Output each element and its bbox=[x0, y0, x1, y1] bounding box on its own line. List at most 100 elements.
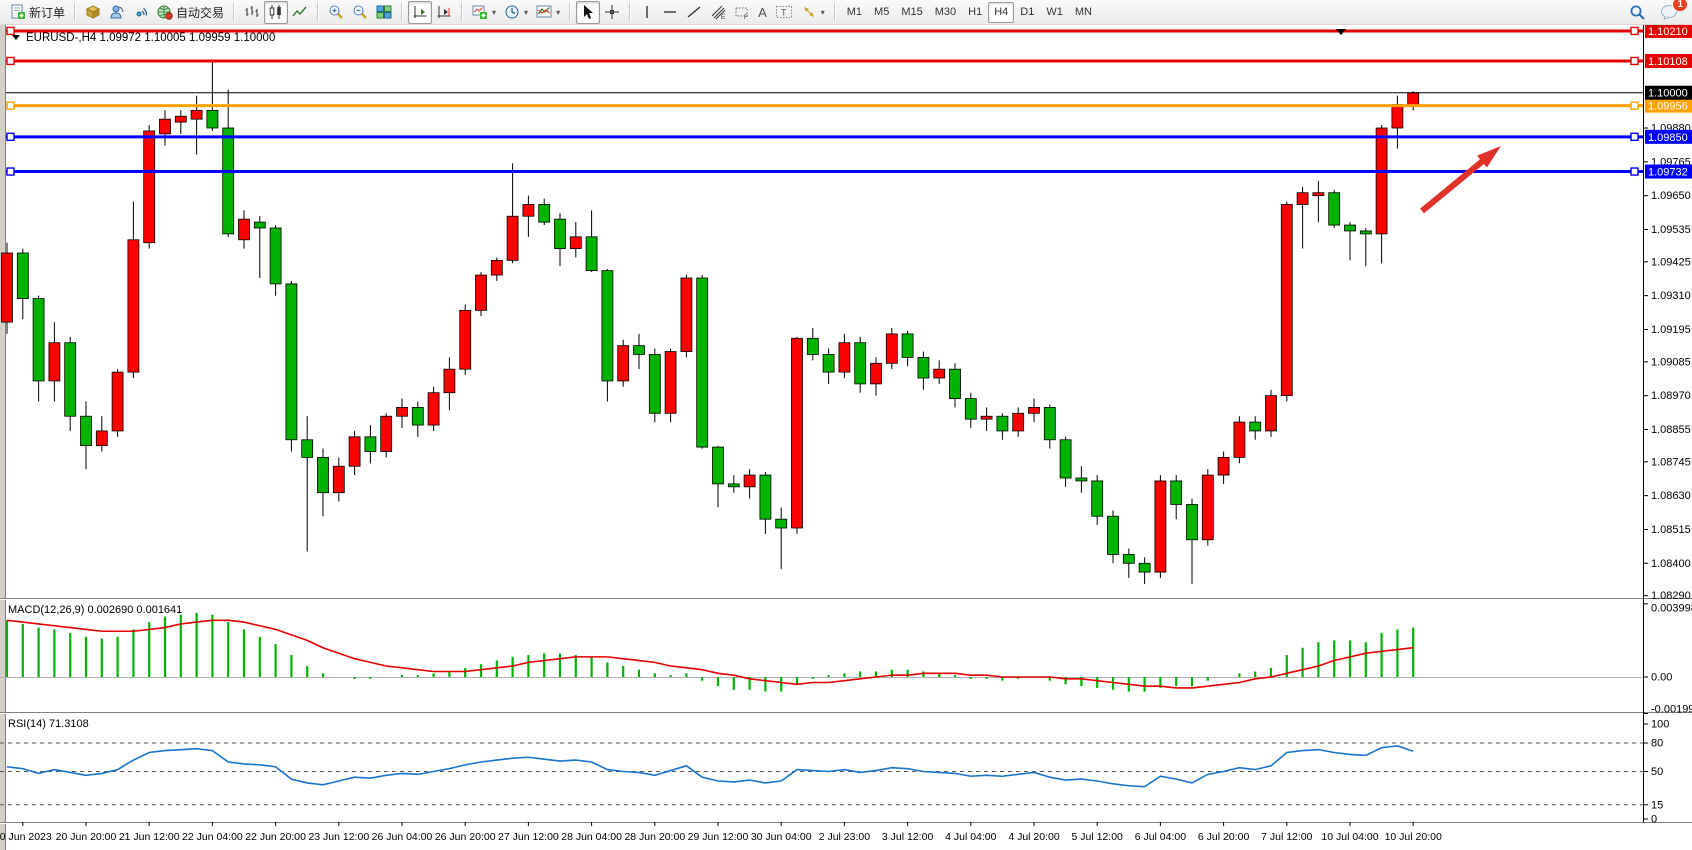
current-price-label-box bbox=[1645, 85, 1692, 100]
signal-button[interactable] bbox=[129, 1, 153, 24]
candle-body bbox=[364, 436, 377, 452]
line-handle[interactable] bbox=[6, 26, 15, 36]
trendline-tool-button[interactable] bbox=[682, 1, 706, 24]
candle bbox=[1328, 189, 1341, 229]
new-order-button[interactable]: 新订单 bbox=[6, 1, 69, 24]
price-chart[interactable]: 1.098801.097651.096501.095351.094251.093… bbox=[0, 25, 1692, 850]
profiles-button[interactable] bbox=[81, 1, 105, 24]
trendline-icon bbox=[687, 6, 701, 18]
candle bbox=[1233, 416, 1246, 464]
candle-body bbox=[1138, 562, 1151, 573]
price-tick-label: 1.08400 bbox=[1651, 558, 1691, 570]
candle-body bbox=[964, 398, 977, 420]
horizontal-line-tool-button[interactable] bbox=[658, 1, 682, 24]
toolbar-separator bbox=[569, 3, 572, 21]
line-handle[interactable] bbox=[1630, 167, 1639, 176]
fibonacci-tool-button[interactable]: E bbox=[706, 1, 730, 24]
toolbar-separator bbox=[401, 3, 404, 21]
line-handle[interactable] bbox=[6, 167, 15, 176]
line-chart-button[interactable] bbox=[288, 1, 312, 24]
text-tool-button[interactable]: A bbox=[754, 1, 771, 24]
line-handle[interactable] bbox=[1630, 101, 1639, 110]
timeframe-d1-button[interactable]: D1 bbox=[1020, 5, 1035, 18]
candle bbox=[933, 360, 946, 384]
annotation-arrow-head[interactable] bbox=[1477, 146, 1501, 168]
candle-body bbox=[238, 218, 250, 241]
candle bbox=[648, 348, 661, 423]
candle bbox=[16, 248, 29, 320]
timeframe-m5-button[interactable]: M5 bbox=[874, 5, 890, 18]
bar-chart-button[interactable] bbox=[240, 1, 264, 24]
crosshair-tool-button[interactable] bbox=[600, 1, 624, 24]
toolbar-separator bbox=[461, 3, 464, 21]
search-button[interactable] bbox=[1625, 1, 1650, 24]
line-handle[interactable] bbox=[6, 101, 15, 110]
candle-body bbox=[1170, 480, 1183, 505]
candle bbox=[964, 392, 977, 429]
vertical-line-tool-button[interactable] bbox=[636, 1, 658, 24]
line-handle[interactable] bbox=[6, 132, 15, 142]
zoom-in-icon bbox=[329, 5, 343, 19]
rsi-label: RSI(14) 71.3108 bbox=[8, 718, 89, 730]
candle bbox=[443, 357, 456, 411]
candle-body bbox=[664, 351, 677, 414]
candle bbox=[696, 275, 709, 449]
candlestick-chart-button[interactable] bbox=[264, 0, 289, 24]
candle bbox=[806, 328, 819, 361]
label-tool-button[interactable]: T bbox=[771, 1, 797, 24]
line-handle[interactable] bbox=[1630, 26, 1639, 36]
zoom-in-button[interactable] bbox=[324, 1, 348, 24]
cursor-tool-button[interactable] bbox=[576, 0, 601, 24]
indicators-button[interactable]: ▾ bbox=[532, 1, 564, 24]
timeframe-mn-button[interactable]: MN bbox=[1074, 5, 1092, 18]
market-watch-button[interactable] bbox=[105, 1, 129, 24]
line-handle[interactable] bbox=[6, 56, 15, 66]
candle-body bbox=[743, 474, 756, 488]
candle-body bbox=[190, 109, 203, 120]
candle-body bbox=[696, 277, 709, 448]
new-chart-button[interactable]: ▾ bbox=[468, 1, 500, 24]
candle bbox=[206, 60, 219, 131]
auto-scroll-button[interactable] bbox=[408, 0, 433, 24]
candle bbox=[917, 351, 930, 390]
zoom-out-button[interactable] bbox=[348, 1, 372, 24]
timeframe-m1-button[interactable]: M1 bbox=[846, 5, 863, 18]
annotation-arrow-shaft[interactable] bbox=[1420, 152, 1492, 214]
toolbar-separator bbox=[74, 3, 77, 21]
candle-body bbox=[949, 368, 961, 399]
line-price-label-box bbox=[1645, 164, 1692, 179]
line-price-label: 1.09732 bbox=[1648, 167, 1688, 179]
tile-windows-button[interactable] bbox=[372, 1, 396, 24]
chart-shift-marker[interactable] bbox=[1336, 29, 1346, 35]
arrows-tool-button[interactable]: ▾ bbox=[797, 1, 829, 24]
candle bbox=[174, 110, 187, 134]
chart-shift-button[interactable] bbox=[432, 1, 456, 24]
candle-body bbox=[317, 457, 329, 494]
timeframe-h4-button[interactable]: H4 bbox=[988, 1, 1015, 23]
timeframe-h1-button[interactable]: H1 bbox=[968, 5, 983, 18]
candle bbox=[222, 89, 235, 237]
candle bbox=[822, 348, 835, 384]
candle-body bbox=[1280, 204, 1293, 397]
auto-trading-button[interactable]: 自动交易 bbox=[153, 1, 228, 24]
timeframe-w1-button[interactable]: W1 bbox=[1046, 5, 1063, 18]
candle bbox=[1280, 201, 1293, 402]
candle-body bbox=[1186, 504, 1198, 541]
channel-tool-button[interactable]: F bbox=[730, 1, 754, 24]
timeframe-m15-button[interactable]: M15 bbox=[901, 5, 923, 18]
candle bbox=[1344, 222, 1356, 261]
periods-button[interactable]: ▾ bbox=[500, 1, 532, 24]
symbol-dropdown-icon[interactable] bbox=[12, 35, 20, 40]
candle-body bbox=[775, 518, 788, 529]
candle-body bbox=[712, 446, 724, 485]
line-handle[interactable] bbox=[1630, 132, 1639, 142]
tile-windows-icon bbox=[376, 5, 392, 19]
candle bbox=[1201, 469, 1214, 546]
notifications-button[interactable]: 1 bbox=[1656, 0, 1688, 24]
timeframe-m30-button[interactable]: M30 bbox=[934, 5, 957, 18]
auto-trading-icon bbox=[157, 5, 173, 20]
line-handle[interactable] bbox=[1630, 56, 1639, 66]
candle bbox=[664, 348, 677, 423]
candle-body bbox=[980, 415, 993, 420]
candle bbox=[554, 213, 566, 267]
